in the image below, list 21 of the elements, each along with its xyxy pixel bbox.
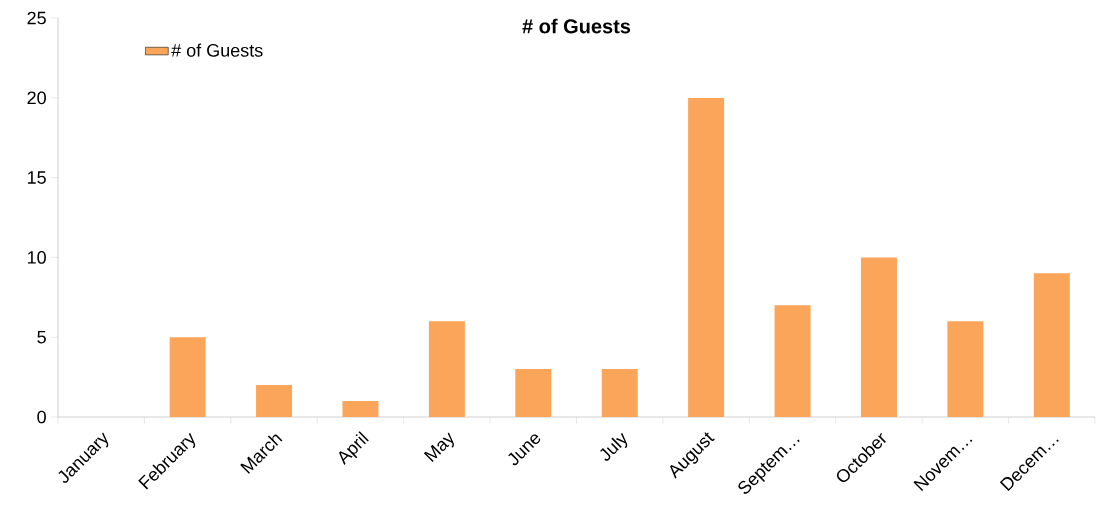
legend-label: # of Guests xyxy=(171,43,263,57)
bar xyxy=(601,369,638,417)
bar xyxy=(688,97,725,417)
y-tick-label: 15 xyxy=(27,171,46,184)
bar xyxy=(947,321,984,417)
y-tick-label: 25 xyxy=(27,11,46,25)
bar xyxy=(860,257,897,417)
chart-title: # of Guests xyxy=(522,18,631,34)
bar xyxy=(428,321,465,417)
y-tick-label: 5 xyxy=(37,330,46,344)
y-tick-label: 10 xyxy=(27,251,46,264)
bar xyxy=(342,401,379,417)
bar xyxy=(774,305,811,417)
bar xyxy=(515,369,552,417)
y-tick-label: 20 xyxy=(27,91,46,105)
x-tick-label: July xyxy=(600,432,628,461)
bar xyxy=(169,337,206,417)
bar xyxy=(1033,273,1070,417)
x-tick-label: May xyxy=(423,432,454,463)
y-tick-label: 0 xyxy=(37,410,46,424)
bar xyxy=(256,385,293,417)
